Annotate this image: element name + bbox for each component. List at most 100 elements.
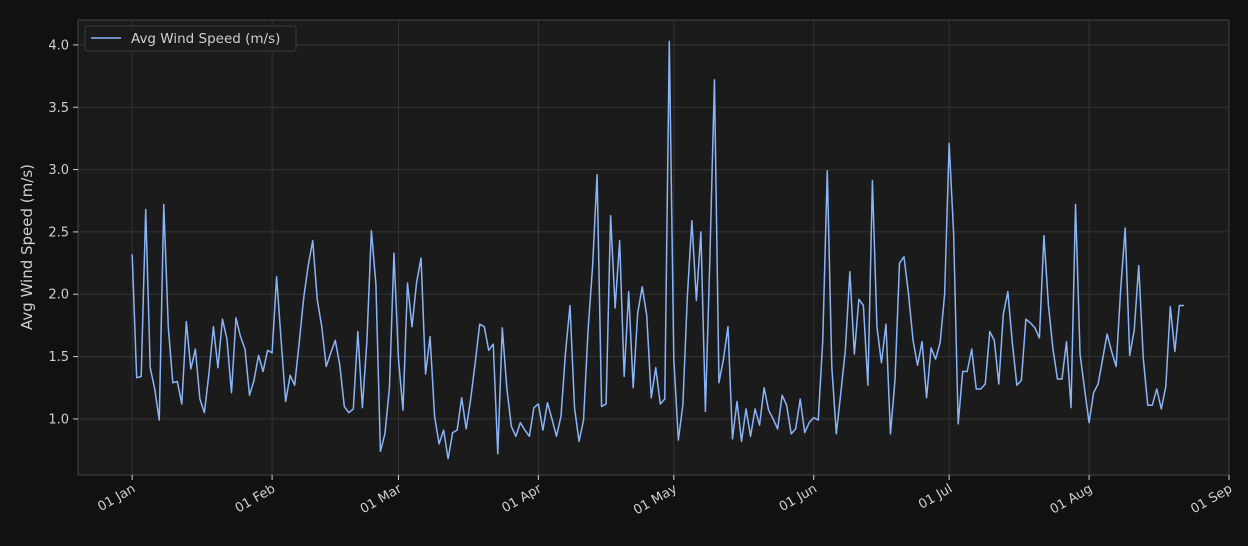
data-point: [890, 433, 891, 434]
data-point: [1088, 422, 1089, 423]
data-point: [1120, 289, 1121, 290]
data-point: [709, 256, 710, 257]
data-point: [587, 330, 588, 331]
data-point: [1025, 319, 1026, 320]
data-point: [619, 240, 620, 241]
data-point: [1061, 378, 1062, 379]
data-point: [574, 407, 575, 408]
data-point: [642, 286, 643, 287]
data-point: [560, 416, 561, 417]
data-point: [389, 387, 390, 388]
data-point: [1043, 235, 1044, 236]
data-point: [596, 174, 597, 175]
data-point: [222, 319, 223, 320]
y-tick-label: 3.0: [48, 163, 69, 178]
data-point: [384, 433, 385, 434]
data-point: [285, 401, 286, 402]
data-point: [732, 438, 733, 439]
data-point: [989, 331, 990, 332]
data-point: [429, 336, 430, 337]
data-point: [1147, 405, 1148, 406]
y-tick-label: 2.0: [48, 288, 69, 303]
data-point: [899, 262, 900, 263]
data-point: [276, 276, 277, 277]
data-point: [763, 387, 764, 388]
legend: Avg Wind Speed (m/s): [84, 25, 297, 52]
data-point: [1152, 405, 1153, 406]
data-point: [1003, 314, 1004, 315]
data-point: [195, 349, 196, 350]
data-point: [845, 350, 846, 351]
data-point: [172, 382, 173, 383]
data-point: [926, 397, 927, 398]
data-point: [786, 405, 787, 406]
data-point: [475, 362, 476, 363]
data-point: [664, 398, 665, 399]
data-point: [565, 352, 566, 353]
data-point: [876, 326, 877, 327]
data-point: [678, 440, 679, 441]
data-point: [912, 340, 913, 341]
data-point: [714, 79, 715, 80]
data-point: [141, 376, 142, 377]
data-point: [163, 204, 164, 205]
data-point: [935, 358, 936, 359]
data-point: [290, 375, 291, 376]
data-point: [1179, 305, 1180, 306]
data-point: [1165, 386, 1166, 387]
data-point: [402, 410, 403, 411]
data-point: [944, 294, 945, 295]
data-point: [673, 358, 674, 359]
data-point: [375, 284, 376, 285]
data-point: [529, 436, 530, 437]
data-point: [831, 366, 832, 367]
data-point: [479, 324, 480, 325]
data-point: [750, 436, 751, 437]
data-point: [226, 339, 227, 340]
data-point: [885, 324, 886, 325]
data-point: [854, 353, 855, 354]
y-gridlines: [78, 44, 1229, 420]
data-point: [930, 347, 931, 348]
data-point: [425, 373, 426, 374]
data-point: [317, 299, 318, 300]
data-point: [1066, 341, 1067, 342]
data-point: [470, 398, 471, 399]
data-point: [267, 350, 268, 351]
data-point: [303, 297, 304, 298]
data-point: [908, 294, 909, 295]
data-point: [321, 326, 322, 327]
data-point: [967, 371, 968, 372]
data-point: [809, 422, 810, 423]
data-point: [818, 420, 819, 421]
data-point: [867, 385, 868, 386]
data-point: [583, 420, 584, 421]
data-point: [903, 256, 904, 257]
data-point: [1111, 351, 1112, 352]
data-point: [357, 331, 358, 332]
data-point: [452, 432, 453, 433]
data-point: [326, 366, 327, 367]
data-point: [1007, 291, 1008, 292]
data-point: [782, 395, 783, 396]
data-point: [754, 408, 755, 409]
data-point: [524, 430, 525, 431]
data-point: [253, 380, 254, 381]
data-point: [976, 388, 977, 389]
data-point: [1156, 388, 1157, 389]
data-point: [271, 352, 272, 353]
data-point: [1057, 378, 1058, 379]
data-point: [949, 143, 950, 144]
data-point: [592, 266, 593, 267]
data-point: [181, 403, 182, 404]
data-point: [136, 377, 137, 378]
data-point: [921, 341, 922, 342]
data-point: [520, 422, 521, 423]
data-point: [1093, 392, 1094, 393]
data-point: [235, 317, 236, 318]
data-point: [849, 271, 850, 272]
y-tick-label: 3.5: [48, 101, 69, 116]
data-point: [551, 418, 552, 419]
data-point: [443, 430, 444, 431]
